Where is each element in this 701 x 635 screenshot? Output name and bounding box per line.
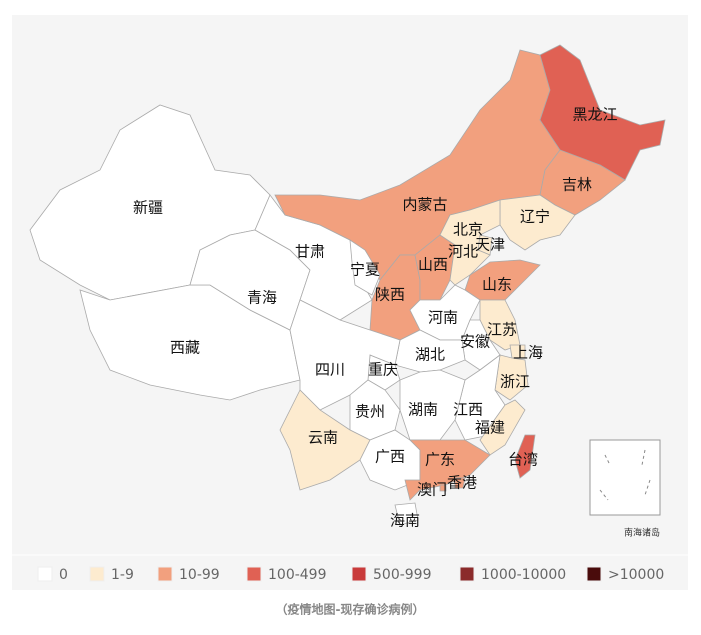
region-label: 贵州 — [355, 403, 385, 421]
region-label: 河南 — [428, 309, 458, 327]
legend-label: 500-999 — [373, 567, 432, 583]
caption: （疫情地图-现存确诊病例） — [276, 602, 425, 617]
legend: 0 1-9 10-99 100-499 500-999 1000-10000 >10000 — [37, 566, 664, 583]
region — [394, 329, 466, 373]
region-label: 湖南 — [408, 401, 438, 419]
legend-swatch — [351, 566, 367, 582]
legend-label: 1-9 — [111, 567, 134, 583]
inset-dashes — [599, 449, 651, 501]
region-label: 山西 — [418, 256, 448, 274]
region-label: 宁夏 — [350, 261, 380, 279]
inset-label: 南海诸岛 — [624, 527, 660, 539]
region-label: 江苏 — [487, 321, 517, 339]
legend-label: 0 — [59, 567, 68, 583]
legend-swatch — [37, 566, 53, 582]
region-label: 西藏 — [170, 339, 200, 357]
region-label: 湖北 — [415, 346, 445, 364]
region — [479, 399, 526, 456]
region-label: 广东 — [425, 451, 455, 469]
legend-swatch — [89, 566, 105, 582]
region — [454, 477, 466, 489]
region-label: 澳门 — [417, 481, 447, 499]
region-label: 青海 — [247, 289, 277, 307]
region-label: 甘肃 — [295, 243, 325, 261]
region — [349, 239, 381, 296]
region-label: 山东 — [482, 276, 512, 294]
region-label: 吉林 — [562, 176, 592, 194]
legend-swatch — [586, 566, 602, 582]
legend-label: 1000-10000 — [481, 567, 566, 583]
region — [509, 344, 526, 359]
region-label: 新疆 — [133, 199, 163, 217]
region — [439, 484, 447, 492]
region-label: 河北 — [448, 243, 478, 261]
region — [404, 439, 491, 501]
region-label: 广西 — [375, 448, 405, 466]
legend-label: >10000 — [608, 567, 664, 583]
region-label: 海南 — [390, 512, 420, 530]
region-label: 浙江 — [500, 373, 530, 391]
legend-swatch — [157, 566, 173, 582]
region-label: 江西 — [453, 401, 483, 419]
region — [279, 389, 371, 491]
region-label: 内蒙古 — [402, 196, 447, 214]
region-label: 四川 — [315, 361, 345, 379]
region-label: 台湾 — [508, 451, 538, 469]
region — [539, 44, 666, 181]
legend-swatch — [246, 566, 262, 582]
legend-swatch — [459, 566, 475, 582]
region-label: 安徽 — [460, 333, 490, 351]
region — [394, 502, 419, 526]
inset-frame — [589, 439, 661, 516]
region-label: 福建 — [475, 419, 505, 437]
region-label: 香港 — [447, 474, 477, 492]
region-label: 黑龙江 — [572, 106, 617, 124]
region-label: 北京 — [453, 221, 483, 239]
region-label: 天津 — [475, 236, 505, 254]
region-label: 云南 — [308, 429, 338, 447]
region-label: 陕西 — [375, 286, 405, 304]
region-label: 上海 — [513, 344, 543, 362]
region-label: 重庆 — [368, 361, 398, 379]
region — [439, 199, 501, 286]
legend-label: 10-99 — [179, 567, 220, 583]
legend-label: 100-499 — [268, 567, 327, 583]
region — [514, 434, 536, 479]
region — [399, 369, 466, 441]
region-label: 辽宁 — [520, 208, 550, 226]
